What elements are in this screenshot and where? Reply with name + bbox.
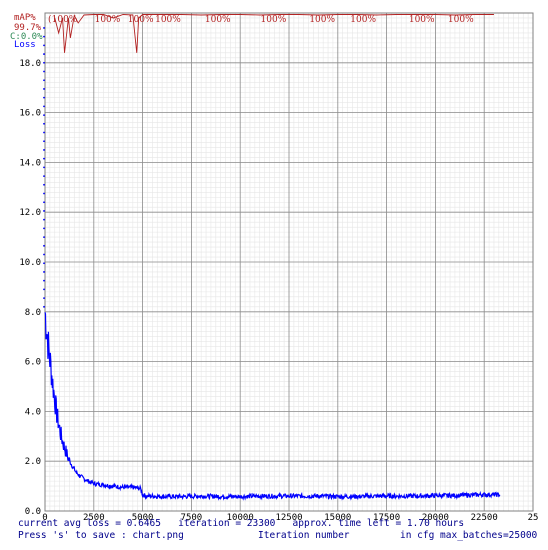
save-hint: Press 's' to save : chart.png: [18, 530, 184, 541]
loss-initial-point: [43, 88, 45, 90]
loss-line: [44, 312, 501, 501]
loss-initial-point: [43, 131, 45, 134]
map-value-label: 100%: [128, 15, 154, 25]
loss-initial-point: [43, 201, 45, 204]
loss-initial-point: [43, 210, 45, 212]
loss-initial-point: [43, 236, 45, 239]
x-tick-label: 7500: [181, 513, 203, 523]
x-tick-label: 0: [42, 513, 47, 523]
loss-initial-point: [43, 140, 45, 143]
max-batches-label: in cfg max_batches=25000: [400, 530, 538, 541]
legend-map-title: mAP%: [14, 13, 36, 23]
loss-initial-point: [43, 244, 45, 247]
loss-initial-point: [43, 305, 45, 308]
loss-initial-point: [43, 53, 45, 55]
map-line: [54, 14, 494, 53]
map-value-label: 100%: [350, 15, 376, 25]
x-tick-label: 22500: [471, 513, 498, 523]
loss-initial-point: [43, 44, 45, 47]
legend-loss-title: Loss: [14, 40, 36, 50]
map-value-label: 100%: [448, 15, 474, 25]
x-axis-label: Iteration number: [258, 530, 350, 541]
loss-initial-point: [43, 297, 45, 300]
y-tick-label: 4.0: [25, 407, 41, 417]
y-tick-label: 12.0: [19, 208, 41, 218]
x-tick-label: 25: [528, 513, 539, 523]
map-value-label: 100%: [155, 15, 181, 25]
y-tick-label: 6.0: [25, 358, 41, 368]
loss-initial-point: [43, 253, 45, 256]
grid: [44, 12, 534, 512]
legend: mAP% 99.7% C:0.0% Loss: [10, 13, 43, 50]
loss-initial-point: [43, 192, 45, 195]
loss-initial-point: [43, 114, 45, 116]
x-tick-label: 20000: [422, 513, 449, 523]
status-line-1: current avg loss = 0.6465 iteration = 23…: [18, 518, 465, 529]
map-value-label: 100%: [95, 15, 121, 25]
loss-initial-point: [43, 227, 45, 230]
y-tick-label: 14.0: [19, 158, 41, 168]
loss-initial-point: [43, 70, 45, 73]
loss-initial-point: [43, 157, 45, 160]
map-series: 100% 100% 100% 100% 100% 100% 100% 100% 100% 100%…: [48, 14, 494, 53]
loss-initial-point: [43, 27, 45, 29]
x-tick-label: 17500: [373, 513, 400, 523]
y-tick-label: 16.0: [19, 109, 41, 119]
loss-initial-point: [43, 279, 45, 282]
loss-initial-point: [43, 218, 45, 221]
plot-frame: [44, 12, 534, 512]
loss-initial-point: [43, 175, 45, 177]
x-tick-label: 10000: [227, 513, 254, 523]
map-value-label: 100%: [409, 15, 435, 25]
map-value-label: 100%: [52, 15, 78, 25]
x-tick-label: 12500: [275, 513, 302, 523]
y-tick-label: 18.0: [19, 59, 41, 69]
x-tick-label: 15000: [324, 513, 351, 523]
loss-initial-point: [43, 288, 45, 291]
y-tick-label: 10.0: [19, 258, 41, 268]
y-tick-label: 8.0: [25, 308, 41, 318]
loss-series: [43, 27, 501, 501]
map-value-label: 100%: [261, 15, 287, 25]
y-tick-label: 0.0: [25, 507, 41, 517]
loss-initial-point: [43, 271, 45, 273]
loss-initial-point: [43, 79, 45, 82]
loss-initial-point: [43, 166, 45, 169]
loss-initial-point: [43, 61, 45, 64]
loss-initial-point: [43, 262, 45, 265]
legend-c-value: C:0.0%: [10, 32, 43, 42]
loss-initial-point: [43, 183, 45, 186]
loss-initial-point: [43, 105, 45, 108]
loss-initial-point: [43, 149, 45, 151]
y-tick-label: 2.0: [25, 457, 41, 467]
legend-map-value: 99.7%: [14, 23, 42, 33]
tick-labels: 0.0 2.0 4.0 6.0 8.0 10.0 12.0 14.0 16.0 18.0 0 2500…: [19, 59, 538, 523]
x-tick-label: 5000: [132, 513, 154, 523]
x-tick-label: 2500: [83, 513, 105, 523]
map-value-label: 100%: [309, 15, 335, 25]
loss-initial-point: [43, 96, 45, 99]
map-value-label: 100%: [205, 15, 231, 25]
loss-initial-point: [43, 122, 45, 125]
loss-initial-point: [43, 35, 45, 38]
map-label-prefix: (: [48, 14, 52, 25]
